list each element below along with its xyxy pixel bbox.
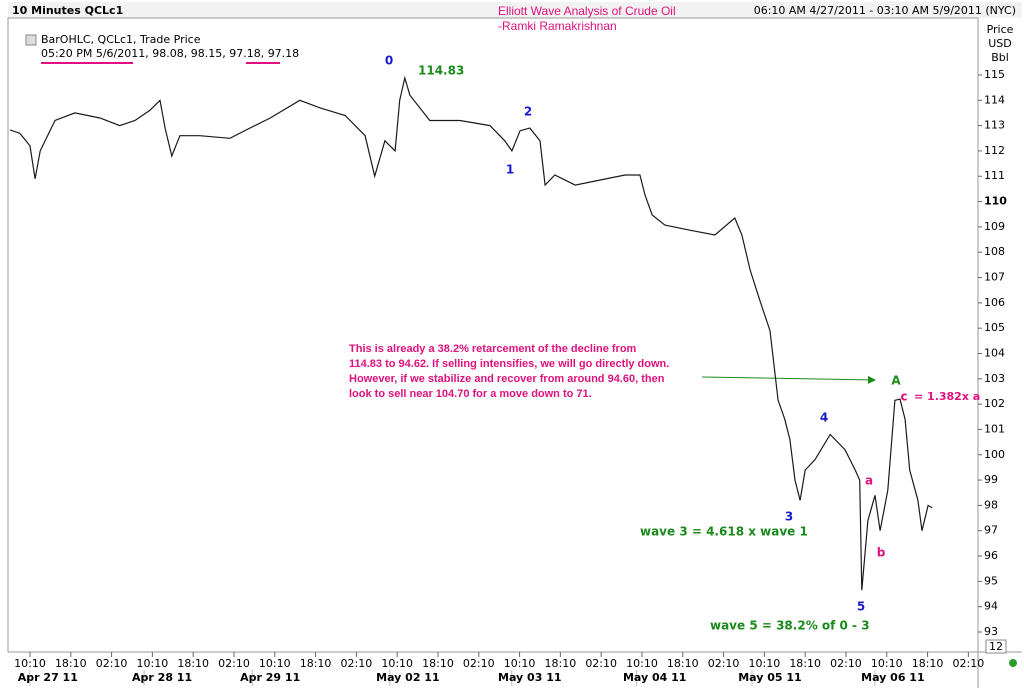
note: However, if we stabilize and recover fro… [349, 373, 665, 385]
corner-label: 12 [989, 640, 1003, 653]
date-label: May 02 11 [376, 671, 439, 684]
x-tick-label: 10:10 [626, 657, 658, 670]
y-tick-label: 95 [984, 574, 998, 587]
note: 114.83 to 94.62. If selling intensifies,… [349, 358, 669, 370]
date-label: Apr 27 11 [18, 671, 78, 684]
y-tick-label: 105 [984, 321, 1005, 334]
wave3-note: wave 3 = 4.618 x wave 1 [640, 525, 808, 539]
y-tick-label: 110 [984, 195, 1007, 208]
date-label: Apr 29 11 [240, 671, 300, 684]
x-tick-label: 02:10 [463, 657, 495, 670]
y-tick-label: 106 [984, 296, 1005, 309]
wave-label: c [900, 390, 907, 404]
y-tick-label: 93 [984, 625, 998, 638]
arrow [701, 375, 876, 384]
ratio-label: = 1.382x a [914, 390, 980, 403]
date-label: Apr 28 11 [132, 671, 192, 684]
y-tick-label: 114 [984, 93, 1005, 106]
y-tick-label: 104 [984, 346, 1005, 359]
y-axis-label: Bbl [991, 51, 1009, 64]
x-tick-label: 10:10 [137, 657, 169, 670]
y-tick-label: 112 [984, 144, 1005, 157]
x-tick-label: 02:10 [830, 657, 862, 670]
y-tick-label: 111 [984, 169, 1005, 182]
note: This is already a 38.2% retarcement of t… [349, 343, 637, 355]
x-tick-label: 02:10 [953, 657, 985, 670]
wave-label: b [877, 546, 886, 560]
y-tick-label: 99 [984, 473, 998, 486]
x-tick-label: 02:10 [218, 657, 250, 670]
y-axis-label: USD [988, 37, 1012, 50]
x-tick-label: 18:10 [545, 657, 577, 670]
header-bar [8, 2, 1022, 18]
x-tick-label: 10:10 [14, 657, 46, 670]
x-tick-label: 02:10 [585, 657, 617, 670]
legend-time-text: 05:20 PM 5/6/2011 [41, 47, 145, 60]
x-tick-label: 18:10 [789, 657, 821, 670]
wave-label: a [865, 474, 873, 488]
legend-icon [25, 34, 37, 46]
subtitle: -Ramki Ramakrishnan [498, 19, 617, 33]
y-tick-label: 108 [984, 245, 1005, 258]
y-tick-label: 100 [984, 448, 1005, 461]
price-line [9, 75, 933, 591]
wave-label: 3 [785, 510, 793, 524]
header: 10 Minutes QCLc1 [12, 4, 123, 17]
legend-line: BarOHLC, QCLc1, Trade Price [41, 33, 201, 46]
x-tick-label: 10:10 [381, 657, 413, 670]
x-tick-label: 10:10 [504, 657, 536, 670]
y-tick-label: 101 [984, 422, 1005, 435]
x-tick-label: 02:10 [341, 657, 373, 670]
y-tick-label: 102 [984, 397, 1005, 410]
y-tick-label: 103 [984, 372, 1005, 385]
wave-label: 2 [524, 105, 532, 119]
y-tick-label: 107 [984, 271, 1005, 284]
y-axis-label: Price [987, 23, 1014, 36]
y-tick-label: 115 [984, 68, 1005, 81]
y-tick-label: 97 [984, 524, 998, 537]
x-tick-label: 10:10 [871, 657, 903, 670]
y-tick-label: 96 [984, 549, 998, 562]
y-tick-label: 109 [984, 220, 1005, 233]
x-tick-label: 18:10 [422, 657, 454, 670]
x-tick-label: 18:10 [667, 657, 699, 670]
y-tick-label: 98 [984, 498, 998, 511]
peak-label: 114.83 [418, 64, 464, 78]
x-tick-label: 18:10 [177, 657, 209, 670]
wave-label: A [891, 374, 901, 388]
wave-label: 1 [506, 163, 514, 177]
date-label: May 05 11 [738, 671, 801, 684]
date-label: May 04 11 [623, 671, 686, 684]
range: 06:10 AM 4/27/2011 - 03:10 AM 5/9/2011 (… [754, 4, 1016, 17]
legend-last: 97.18 [268, 47, 300, 60]
chart-title: Elliott Wave Analysis of Crude Oil [498, 4, 676, 18]
corner-box [985, 639, 1007, 654]
date-label: May 03 11 [498, 671, 561, 684]
x-tick-label: 02:10 [708, 657, 740, 670]
wave5-note: wave 5 = 38.2% of 0 - 3 [710, 619, 870, 633]
x-tick-label: 02:10 [96, 657, 128, 670]
status-dot [1009, 659, 1017, 667]
x-tick-label: 10:10 [259, 657, 291, 670]
note: look to sell near 104.70 for a move down… [349, 388, 592, 400]
date-label: May 06 11 [861, 671, 924, 684]
legend-values: , 98.08, 98.15, 97.18, [145, 47, 267, 60]
wave-label: 5 [857, 600, 865, 614]
legend-time: 05:20 PM 5/6/2011, 98.08, 98.15, 97.18, … [41, 47, 299, 60]
y-tick-label: 113 [984, 119, 1005, 132]
x-tick-label: 10:10 [749, 657, 781, 670]
x-tick-label: 18:10 [55, 657, 87, 670]
wave-label: 0 [385, 54, 393, 68]
wave-label: 4 [820, 411, 828, 425]
x-tick-label: 18:10 [912, 657, 944, 670]
y-tick-label: 94 [984, 600, 998, 613]
x-tick-label: 18:10 [300, 657, 332, 670]
